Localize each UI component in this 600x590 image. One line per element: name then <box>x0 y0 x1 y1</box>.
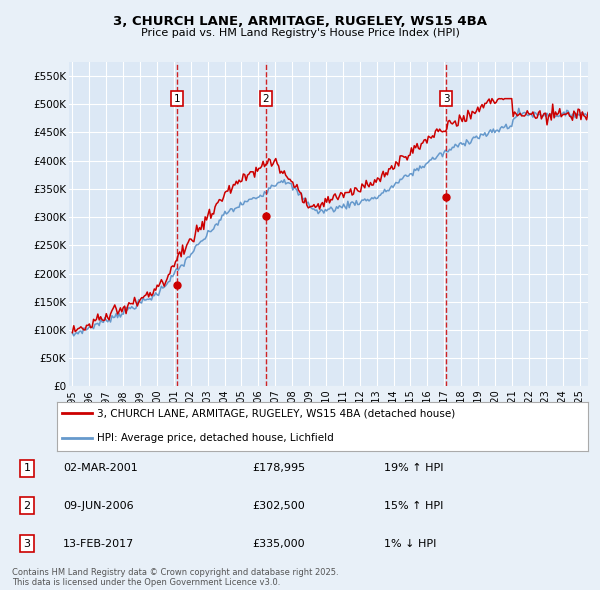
Text: 19% ↑ HPI: 19% ↑ HPI <box>384 464 443 474</box>
Text: £335,000: £335,000 <box>252 539 305 549</box>
Text: 1% ↓ HPI: 1% ↓ HPI <box>384 539 436 549</box>
Text: 1: 1 <box>173 94 180 104</box>
Text: 13-FEB-2017: 13-FEB-2017 <box>63 539 134 549</box>
Text: 3, CHURCH LANE, ARMITAGE, RUGELEY, WS15 4BA: 3, CHURCH LANE, ARMITAGE, RUGELEY, WS15 … <box>113 15 487 28</box>
Text: 1: 1 <box>23 464 31 474</box>
Text: £178,995: £178,995 <box>252 464 305 474</box>
Text: Price paid vs. HM Land Registry's House Price Index (HPI): Price paid vs. HM Land Registry's House … <box>140 28 460 38</box>
Text: HPI: Average price, detached house, Lichfield: HPI: Average price, detached house, Lich… <box>97 433 334 443</box>
Text: 2: 2 <box>23 500 31 510</box>
Text: 15% ↑ HPI: 15% ↑ HPI <box>384 500 443 510</box>
Text: 3: 3 <box>443 94 449 104</box>
Text: 2: 2 <box>262 94 269 104</box>
Text: 3: 3 <box>23 539 31 549</box>
Text: 02-MAR-2001: 02-MAR-2001 <box>63 464 138 474</box>
Text: Contains HM Land Registry data © Crown copyright and database right 2025.
This d: Contains HM Land Registry data © Crown c… <box>12 568 338 587</box>
Text: 3, CHURCH LANE, ARMITAGE, RUGELEY, WS15 4BA (detached house): 3, CHURCH LANE, ARMITAGE, RUGELEY, WS15 … <box>97 408 455 418</box>
Text: 09-JUN-2006: 09-JUN-2006 <box>63 500 134 510</box>
Text: £302,500: £302,500 <box>252 500 305 510</box>
